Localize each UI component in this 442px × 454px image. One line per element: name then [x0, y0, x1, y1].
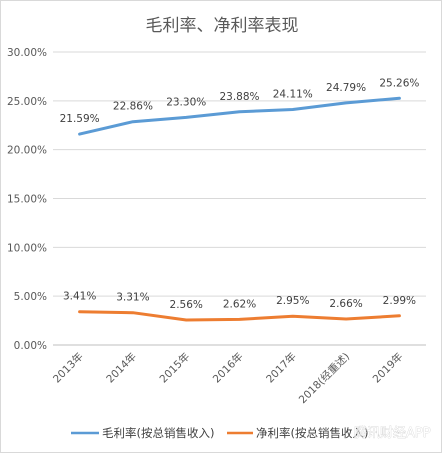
data-label: 2.99%: [383, 295, 416, 307]
x-tick-label: 2015年: [157, 350, 193, 386]
x-tick-label: 2018(经重述): [296, 350, 352, 406]
y-tick-label: 15.00%: [7, 194, 47, 206]
x-tick-label: 2014年: [104, 350, 140, 386]
legend-label-gross-margin: 毛利率(按总销售收入): [102, 426, 214, 440]
data-label: 2.56%: [170, 299, 203, 311]
chart-title: 毛利率、净利率表现: [146, 16, 299, 36]
series-line-0: [78, 96, 401, 136]
gridlines: [53, 51, 426, 346]
legend-label-net-margin: 净利率(按总销售收入): [256, 426, 368, 440]
y-tick-label: 10.00%: [7, 242, 47, 254]
x-tick-label: 2017年: [263, 350, 299, 386]
data-label: 21.59%: [60, 113, 100, 125]
data-label: 25.26%: [379, 77, 419, 89]
legend: 毛利率(按总销售收入) 净利率(按总销售收入): [71, 426, 368, 440]
series-lines: [78, 96, 401, 322]
data-label: 3.31%: [116, 292, 149, 304]
data-label: 24.79%: [326, 82, 366, 94]
x-tick-label: 2019年: [370, 350, 406, 386]
y-tick-label: 20.00%: [7, 145, 47, 157]
data-label: 23.30%: [166, 96, 206, 108]
x-tick-label: 2016年: [210, 350, 246, 386]
y-tick-label: 25.00%: [7, 96, 47, 108]
data-label: 3.41%: [63, 291, 96, 303]
x-tick-label: 2013年: [50, 350, 86, 386]
y-tick-label: 30.00%: [7, 47, 47, 59]
data-label: 23.88%: [219, 91, 259, 103]
data-label: 22.86%: [113, 101, 153, 113]
data-label: 2.95%: [276, 295, 309, 307]
data-label: 24.11%: [273, 89, 313, 101]
data-label: 2.62%: [223, 298, 256, 310]
y-tick-label: 0.00%: [14, 340, 47, 352]
watermark-text: 腾讯财经APP: [354, 425, 431, 441]
y-tick-label: 5.00%: [14, 291, 47, 303]
data-label: 2.66%: [329, 298, 362, 310]
series-line-1: [78, 310, 401, 322]
y-axis-ticks: 0.00% 5.00% 10.00% 15.00% 20.00% 25.00% 30.00%: [7, 47, 47, 352]
data-labels: 21.59% 22.86% 23.30% 23.88% 24.11% 24.79% 25.2…: [60, 77, 420, 311]
